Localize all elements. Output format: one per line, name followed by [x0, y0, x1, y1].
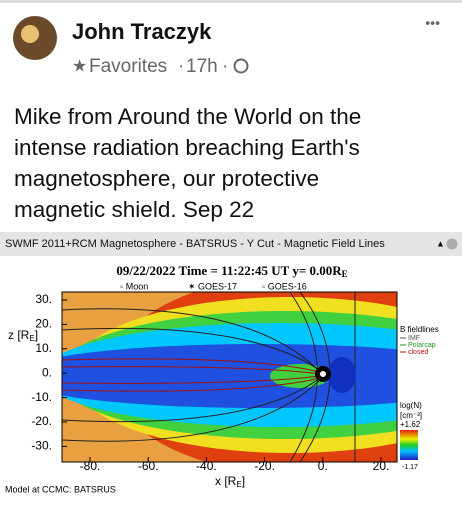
- close-icon[interactable]: [446, 238, 458, 250]
- x-axis-label: x [RE]: [215, 474, 245, 489]
- post-text-line: Mike from Around the World on the: [14, 104, 361, 129]
- y-tick-label: 10.: [35, 341, 52, 355]
- dot: ·: [222, 56, 228, 77]
- x-tick-label: -40.: [196, 459, 217, 473]
- colorbar-label: log(N): [400, 401, 422, 410]
- y-tick-label: -10.: [31, 390, 52, 404]
- x-tick-label: -60.: [138, 459, 159, 473]
- avatar-detail: [21, 25, 39, 43]
- y-tick-label: 0.: [42, 365, 52, 379]
- y-tick-label: 20.: [35, 317, 52, 331]
- legend-item: IMF: [408, 335, 420, 342]
- dot: ·: [178, 56, 184, 77]
- marker-legend: ✶ GOES-17: [188, 281, 237, 291]
- legend-item: Polarcap: [408, 342, 436, 349]
- x-tick-label: -80.: [80, 459, 101, 473]
- post-text-line: magnetosphere, our protective: [14, 166, 319, 191]
- plot-field: [62, 292, 397, 462]
- x-axis: -80. -60. -40. -20. 0. 20.: [80, 457, 390, 473]
- y-tick-label: -30.: [31, 439, 52, 453]
- marker-legend: ◦ Moon: [120, 281, 148, 291]
- collapse-icon: ▲: [436, 238, 445, 248]
- post-time[interactable]: 17h: [186, 56, 218, 77]
- colorbar: [400, 430, 418, 460]
- colorbar-min: -1.17: [402, 464, 418, 471]
- window-title: SWMF 2011+RCM Magnetosphere - BATSRUS - …: [5, 238, 385, 250]
- y-axis-label: z [RE]: [8, 328, 38, 343]
- author-name[interactable]: John Traczyk: [72, 19, 212, 44]
- y-tick-label: -20.: [31, 414, 52, 428]
- x-tick-label: -20.: [254, 459, 275, 473]
- window-bar: [0, 232, 462, 256]
- star-icon: ★: [72, 56, 87, 75]
- top-border: [0, 0, 462, 3]
- colorbar-max: +1.62: [400, 420, 421, 429]
- y-tick-label: 30.: [35, 292, 52, 306]
- marker-legend: ◦ GOES-16: [262, 281, 307, 291]
- plot-frame: [61, 291, 398, 463]
- colorbar-unit: [cm⁻³]: [400, 411, 422, 420]
- post-text-line: magnetic shield. Sep 22: [14, 197, 254, 222]
- y-axis: 30. 20. 10. 0. -10. -20. -30.: [31, 292, 67, 453]
- x-tick-label: 0.: [318, 459, 328, 473]
- legend-item: closed: [408, 349, 428, 356]
- globe-icon: [233, 58, 249, 74]
- footer: Model at CCMC: BATSRUS: [5, 484, 116, 494]
- more-menu[interactable]: •••: [425, 15, 440, 31]
- plot-title: 09/22/2022 Time = 11:22:45 UT y= 0.00RE: [116, 263, 347, 279]
- post-text: Mike from Around the World on the intense…: [14, 104, 361, 222]
- x-tick-label: 20.: [373, 459, 390, 473]
- post-text-line: intense radiation breaching Earth's: [14, 135, 360, 160]
- audience[interactable]: Favorites: [89, 56, 167, 77]
- legend-title: B fieldlines: [400, 325, 439, 334]
